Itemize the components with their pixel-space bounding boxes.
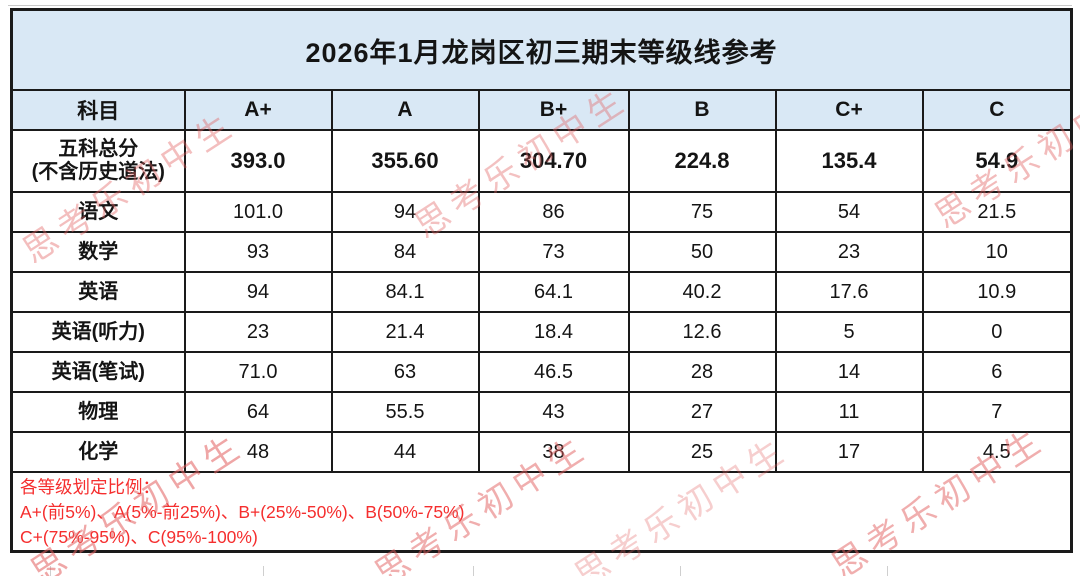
table-row: 英语(听力) 23 21.4 18.4 12.6 5 0 xyxy=(10,311,1073,353)
value-cell: 43 xyxy=(477,391,630,433)
value-cell: 25 xyxy=(627,431,777,473)
value-cell: 10.9 xyxy=(921,271,1073,313)
value-cell: 23 xyxy=(183,311,333,353)
subject-cell: 英语(听力) xyxy=(10,311,186,353)
value-cell: 0 xyxy=(921,311,1073,353)
value-cell: 94 xyxy=(330,191,480,233)
spreadsheet-gridline xyxy=(680,566,681,576)
value-cell: 44 xyxy=(330,431,480,473)
value-cell: 64.1 xyxy=(477,271,630,313)
value-cell: 12.6 xyxy=(627,311,777,353)
grade-table-body: 五科总分 (不含历史道法) 393.0 355.60 304.70 224.8 135.4 5… xyxy=(10,129,1073,473)
subject-cell: 物理 xyxy=(10,391,186,433)
value-cell: 224.8 xyxy=(627,129,777,193)
note-row: 各等级划定比例： A+(前5%)、A(5%-前25%)、B+(25%-50%)、… xyxy=(10,471,1073,553)
value-cell: 71.0 xyxy=(183,351,333,393)
column-header-C+: C+ xyxy=(774,89,924,131)
value-cell: 10 xyxy=(921,231,1073,273)
value-cell: 75 xyxy=(627,191,777,233)
column-header-C: C xyxy=(921,89,1073,131)
table-row: 化学 48 44 38 25 17 4.5 xyxy=(10,431,1073,473)
value-cell: 304.70 xyxy=(477,129,630,193)
subject-cell: 化学 xyxy=(10,431,186,473)
value-cell: 27 xyxy=(627,391,777,433)
value-cell: 93 xyxy=(183,231,333,273)
value-cell: 135.4 xyxy=(774,129,924,193)
value-cell: 23 xyxy=(774,231,924,273)
table-row: 数学 93 84 73 50 23 10 xyxy=(10,231,1073,273)
spreadsheet-gridline xyxy=(887,566,888,576)
table-row: 英语(笔试) 71.0 63 46.5 28 14 6 xyxy=(10,351,1073,393)
value-cell: 17.6 xyxy=(774,271,924,313)
value-cell: 21.4 xyxy=(330,311,480,353)
table-row: 五科总分 (不含历史道法) 393.0 355.60 304.70 224.8 135.4 5… xyxy=(10,129,1073,193)
subject-cell: 英语(笔试) xyxy=(10,351,186,393)
value-cell: 86 xyxy=(477,191,630,233)
spreadsheet-gridline xyxy=(263,566,264,576)
value-cell: 21.5 xyxy=(921,191,1073,233)
spreadsheet-gridline xyxy=(473,566,474,576)
table-row: 语文 101.0 94 86 75 54 21.5 xyxy=(10,191,1073,233)
note-heading: 各等级划定比例： xyxy=(20,477,160,497)
value-cell: 46.5 xyxy=(477,351,630,393)
title-row: 2026年1月龙岗区初三期末等级线参考 xyxy=(10,8,1073,91)
value-cell: 28 xyxy=(627,351,777,393)
value-cell: 48 xyxy=(183,431,333,473)
column-header-A: A xyxy=(330,89,480,131)
value-cell: 17 xyxy=(774,431,924,473)
grade-line-table: 2026年1月龙岗区初三期末等级线参考 科目 A+ A B+ B C+ C 五科总分 (不含历… xyxy=(10,8,1074,553)
subject-cell: 五科总分 (不含历史道法) xyxy=(10,129,186,193)
value-cell: 355.60 xyxy=(330,129,480,193)
value-cell: 101.0 xyxy=(183,191,333,233)
column-header-A+: A+ xyxy=(183,89,333,131)
value-cell: 6 xyxy=(921,351,1073,393)
note-line-3: C+(75%-95%)、C(95%-100%) xyxy=(20,527,258,547)
value-cell: 55.5 xyxy=(330,391,480,433)
value-cell: 50 xyxy=(627,231,777,273)
top-hairline xyxy=(8,5,1072,6)
value-cell: 63 xyxy=(330,351,480,393)
table-row: 物理 64 55.5 43 27 11 7 xyxy=(10,391,1073,433)
value-cell: 84 xyxy=(330,231,480,273)
subject-cell: 语文 xyxy=(10,191,186,233)
value-cell: 94 xyxy=(183,271,333,313)
value-cell: 393.0 xyxy=(183,129,333,193)
column-header-subject: 科目 xyxy=(10,89,186,131)
value-cell: 40.2 xyxy=(627,271,777,313)
value-cell: 5 xyxy=(774,311,924,353)
value-cell: 54 xyxy=(774,191,924,233)
subject-cell: 英语 xyxy=(10,271,186,313)
note-line-2: A+(前5%)、A(5%-前25%)、B+(25%-50%)、B(50%-75%… xyxy=(20,502,465,522)
spreadsheet-gridline xyxy=(50,566,51,576)
value-cell: 4.5 xyxy=(921,431,1073,473)
header-row: 科目 A+ A B+ B C+ C xyxy=(10,89,1073,131)
value-cell: 38 xyxy=(477,431,630,473)
value-cell: 7 xyxy=(921,391,1073,433)
subject-cell: 数学 xyxy=(10,231,186,273)
table-title: 2026年1月龙岗区初三期末等级线参考 xyxy=(10,8,1073,91)
value-cell: 73 xyxy=(477,231,630,273)
value-cell: 54.9 xyxy=(921,129,1073,193)
table-row: 英语 94 84.1 64.1 40.2 17.6 10.9 xyxy=(10,271,1073,313)
value-cell: 14 xyxy=(774,351,924,393)
column-header-B+: B+ xyxy=(477,89,630,131)
value-cell: 84.1 xyxy=(330,271,480,313)
value-cell: 11 xyxy=(774,391,924,433)
grade-ratio-note: 各等级划定比例： A+(前5%)、A(5%-前25%)、B+(25%-50%)、… xyxy=(10,471,1073,553)
value-cell: 18.4 xyxy=(477,311,630,353)
value-cell: 64 xyxy=(183,391,333,433)
column-header-B: B xyxy=(627,89,777,131)
